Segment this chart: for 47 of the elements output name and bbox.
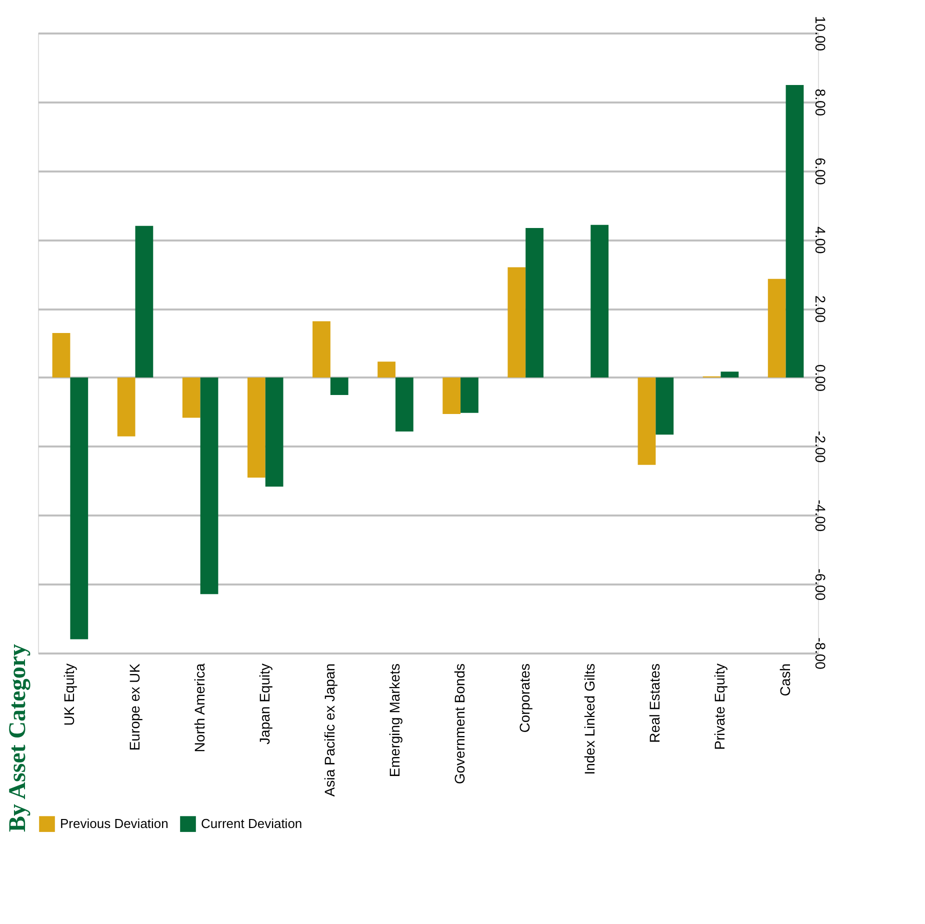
bar — [768, 278, 786, 378]
bar — [200, 377, 218, 594]
bar — [247, 377, 266, 478]
text: By Asset Category — [5, 644, 31, 832]
bar — [638, 377, 656, 465]
x-tick-label: Asia Pacific ex Japan — [321, 664, 338, 797]
bar — [117, 377, 136, 436]
bar — [590, 224, 609, 378]
x-tick-label: Private Equity — [712, 664, 728, 750]
bar — [182, 377, 200, 418]
bar — [265, 377, 284, 487]
bar — [656, 377, 674, 435]
x-tick-label: Government Bonds — [452, 664, 468, 784]
legend-label: Previous Deviation — [60, 816, 168, 832]
y-tick-label: 0.00 — [812, 364, 828, 392]
x-tick-label: Europe ex UK — [126, 662, 142, 751]
bar — [378, 362, 396, 378]
x-tick-label: UK Equity — [61, 664, 78, 726]
bar — [526, 228, 544, 378]
y-tick-label: -4.00 — [812, 500, 828, 532]
bar — [395, 377, 414, 432]
y-tick-label: -8.00 — [812, 638, 828, 670]
x-tick-label: North America — [191, 663, 208, 752]
x-tick-label: Emerging Markets — [386, 664, 402, 778]
y-tick-label: 6.00 — [812, 158, 828, 186]
bar — [52, 333, 70, 378]
x-tick-label: Real Estates — [646, 664, 663, 743]
y-tick-label: -6.00 — [812, 568, 828, 601]
y-tick-label: 2.00 — [812, 295, 828, 323]
x-tick-label: Index Linked Gilts — [582, 664, 598, 775]
bar — [70, 377, 88, 640]
legend-label: Current Deviation — [201, 816, 302, 832]
x-tick-label: Corporates — [516, 664, 533, 733]
bar — [460, 377, 478, 413]
bar — [786, 85, 804, 378]
bar — [442, 377, 461, 414]
bar — [312, 321, 330, 378]
y-tick-label: 4.00 — [812, 226, 828, 254]
y-tick-label: -2.00 — [812, 430, 828, 463]
bar — [330, 377, 348, 396]
y-tick-label: 8.00 — [812, 88, 828, 116]
x-tick-label: Cash — [776, 664, 793, 696]
bar — [135, 226, 154, 378]
x-tick-label: Japan Equity — [256, 664, 272, 744]
bar — [508, 267, 526, 378]
y-tick-label: 10.00 — [812, 16, 828, 52]
bar — [720, 372, 739, 378]
